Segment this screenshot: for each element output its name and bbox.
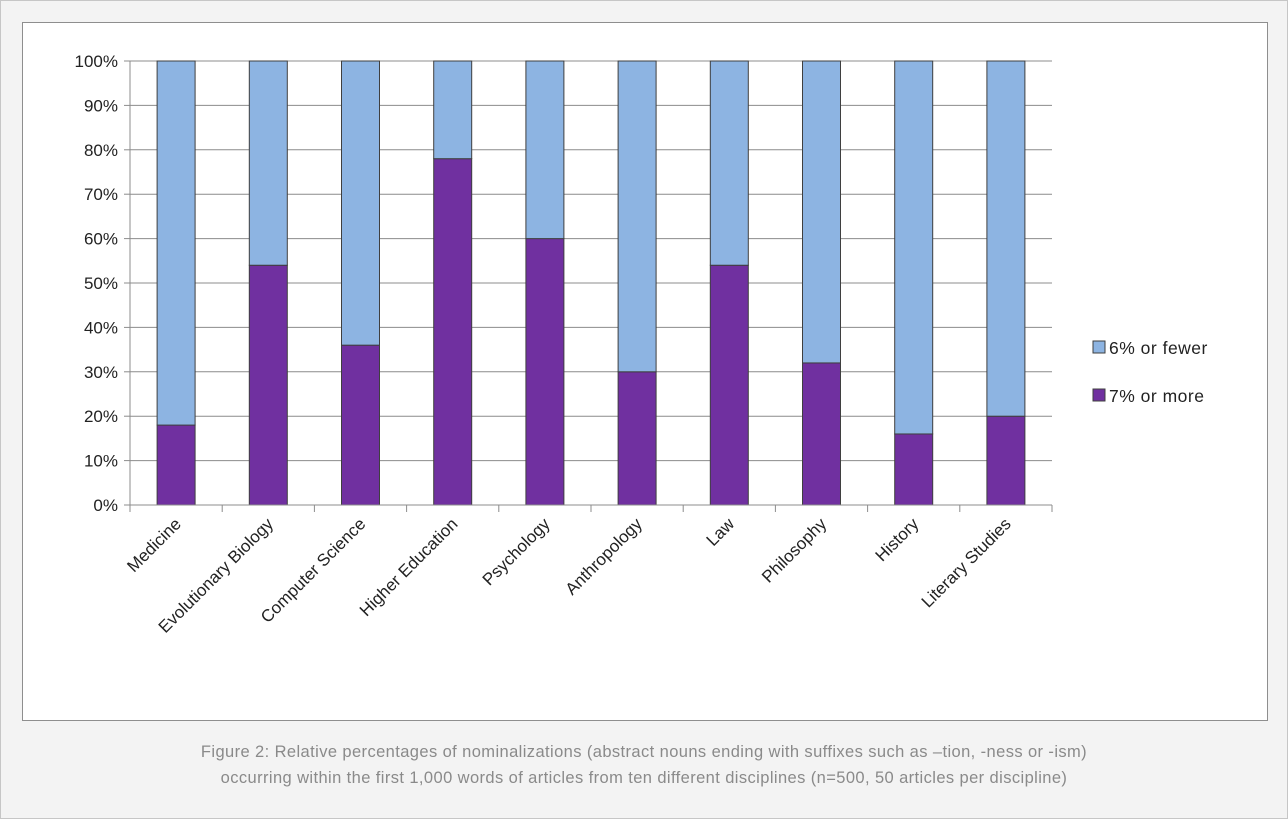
- bar-computer-science-6-or-fewer: [341, 60, 380, 346]
- chart-area: 0% 10% 20% 30% 40% 50% 60% 70% 80% 90% 100% Medici…: [22, 22, 1268, 721]
- y-tick-label: 10%: [84, 452, 118, 471]
- x-tick-label: History: [872, 514, 923, 565]
- bar-anthropology-6-or-fewer: [617, 60, 657, 373]
- y-tick-label: 70%: [84, 185, 118, 204]
- x-tick-label: Medicine: [123, 514, 185, 576]
- bar-evolutionary-biology-7-or-more: [248, 264, 288, 506]
- bar-philosophy-6-or-fewer: [802, 60, 841, 364]
- bar-computer-science-7-or-more: [341, 344, 380, 506]
- bar-law-6-or-fewer: [709, 60, 749, 266]
- bar-literary-studies-6-or-fewer: [986, 60, 1026, 417]
- x-tick-label: Higher Education: [356, 514, 462, 620]
- x-tick-label: Psychology: [479, 514, 554, 589]
- caption-line-1: Figure 2: Relative percentages of nomina…: [200, 743, 1088, 761]
- stacked-bar-chart: 0% 10% 20% 30% 40% 50% 60% 70% 80% 90% 100% Medici…: [75, 52, 1208, 637]
- bar-medicine-7-or-more: [156, 424, 196, 506]
- bar-psychology-7-or-more: [525, 238, 565, 506]
- x-tick-label: Philosophy: [758, 514, 831, 587]
- y-tick-label: 30%: [84, 363, 118, 382]
- legend-swatch-6-or-fewer: [1092, 340, 1106, 354]
- y-tick-label: 80%: [84, 141, 118, 160]
- y-tick-label: 40%: [84, 318, 118, 337]
- axes: [124, 60, 1053, 512]
- x-tick-label: Literary Studies: [918, 514, 1015, 611]
- x-tick-label: Anthropology: [562, 514, 647, 599]
- bar-philosophy-7-or-more: [802, 362, 841, 506]
- y-tick-label: 90%: [84, 96, 118, 115]
- bar-medicine-6-or-fewer: [156, 60, 196, 426]
- figure-caption: Figure 2: Relative percentages of nomina…: [22, 739, 1266, 791]
- y-tick-label: 50%: [84, 274, 118, 293]
- legend-label-6-or-fewer: 6% or fewer: [1109, 338, 1208, 358]
- x-tick-label: Law: [703, 514, 739, 550]
- bar-psychology-6-or-fewer: [525, 60, 565, 240]
- x-tick-label: Computer Science: [257, 514, 369, 626]
- bar-evolutionary-biology-6-or-fewer: [248, 60, 288, 266]
- y-axis-tick-labels: 0% 10% 20% 30% 40% 50% 60% 70% 80% 90% 100%: [75, 52, 118, 515]
- bar-law-7-or-more: [709, 264, 749, 506]
- y-tick-label: 0%: [93, 496, 118, 515]
- y-tick-label: 60%: [84, 230, 118, 249]
- bar-history-6-or-fewer: [894, 60, 934, 435]
- legend-swatch-7-or-more: [1092, 388, 1106, 402]
- y-tick-label: 20%: [84, 407, 118, 426]
- y-tick-label: 100%: [75, 52, 118, 71]
- bar-higher-education-7-or-more: [433, 158, 473, 506]
- legend-label-7-or-more: 7% or more: [1109, 386, 1204, 406]
- bar-higher-education-6-or-fewer: [433, 60, 473, 160]
- bar-anthropology-7-or-more: [617, 371, 657, 506]
- bar-history-7-or-more: [894, 433, 934, 506]
- bar-literary-studies-7-or-more: [986, 415, 1026, 506]
- legend: 6% or fewer 7% or more: [1092, 338, 1208, 406]
- caption-line-2: occurring within the first 1,000 words o…: [220, 769, 1068, 787]
